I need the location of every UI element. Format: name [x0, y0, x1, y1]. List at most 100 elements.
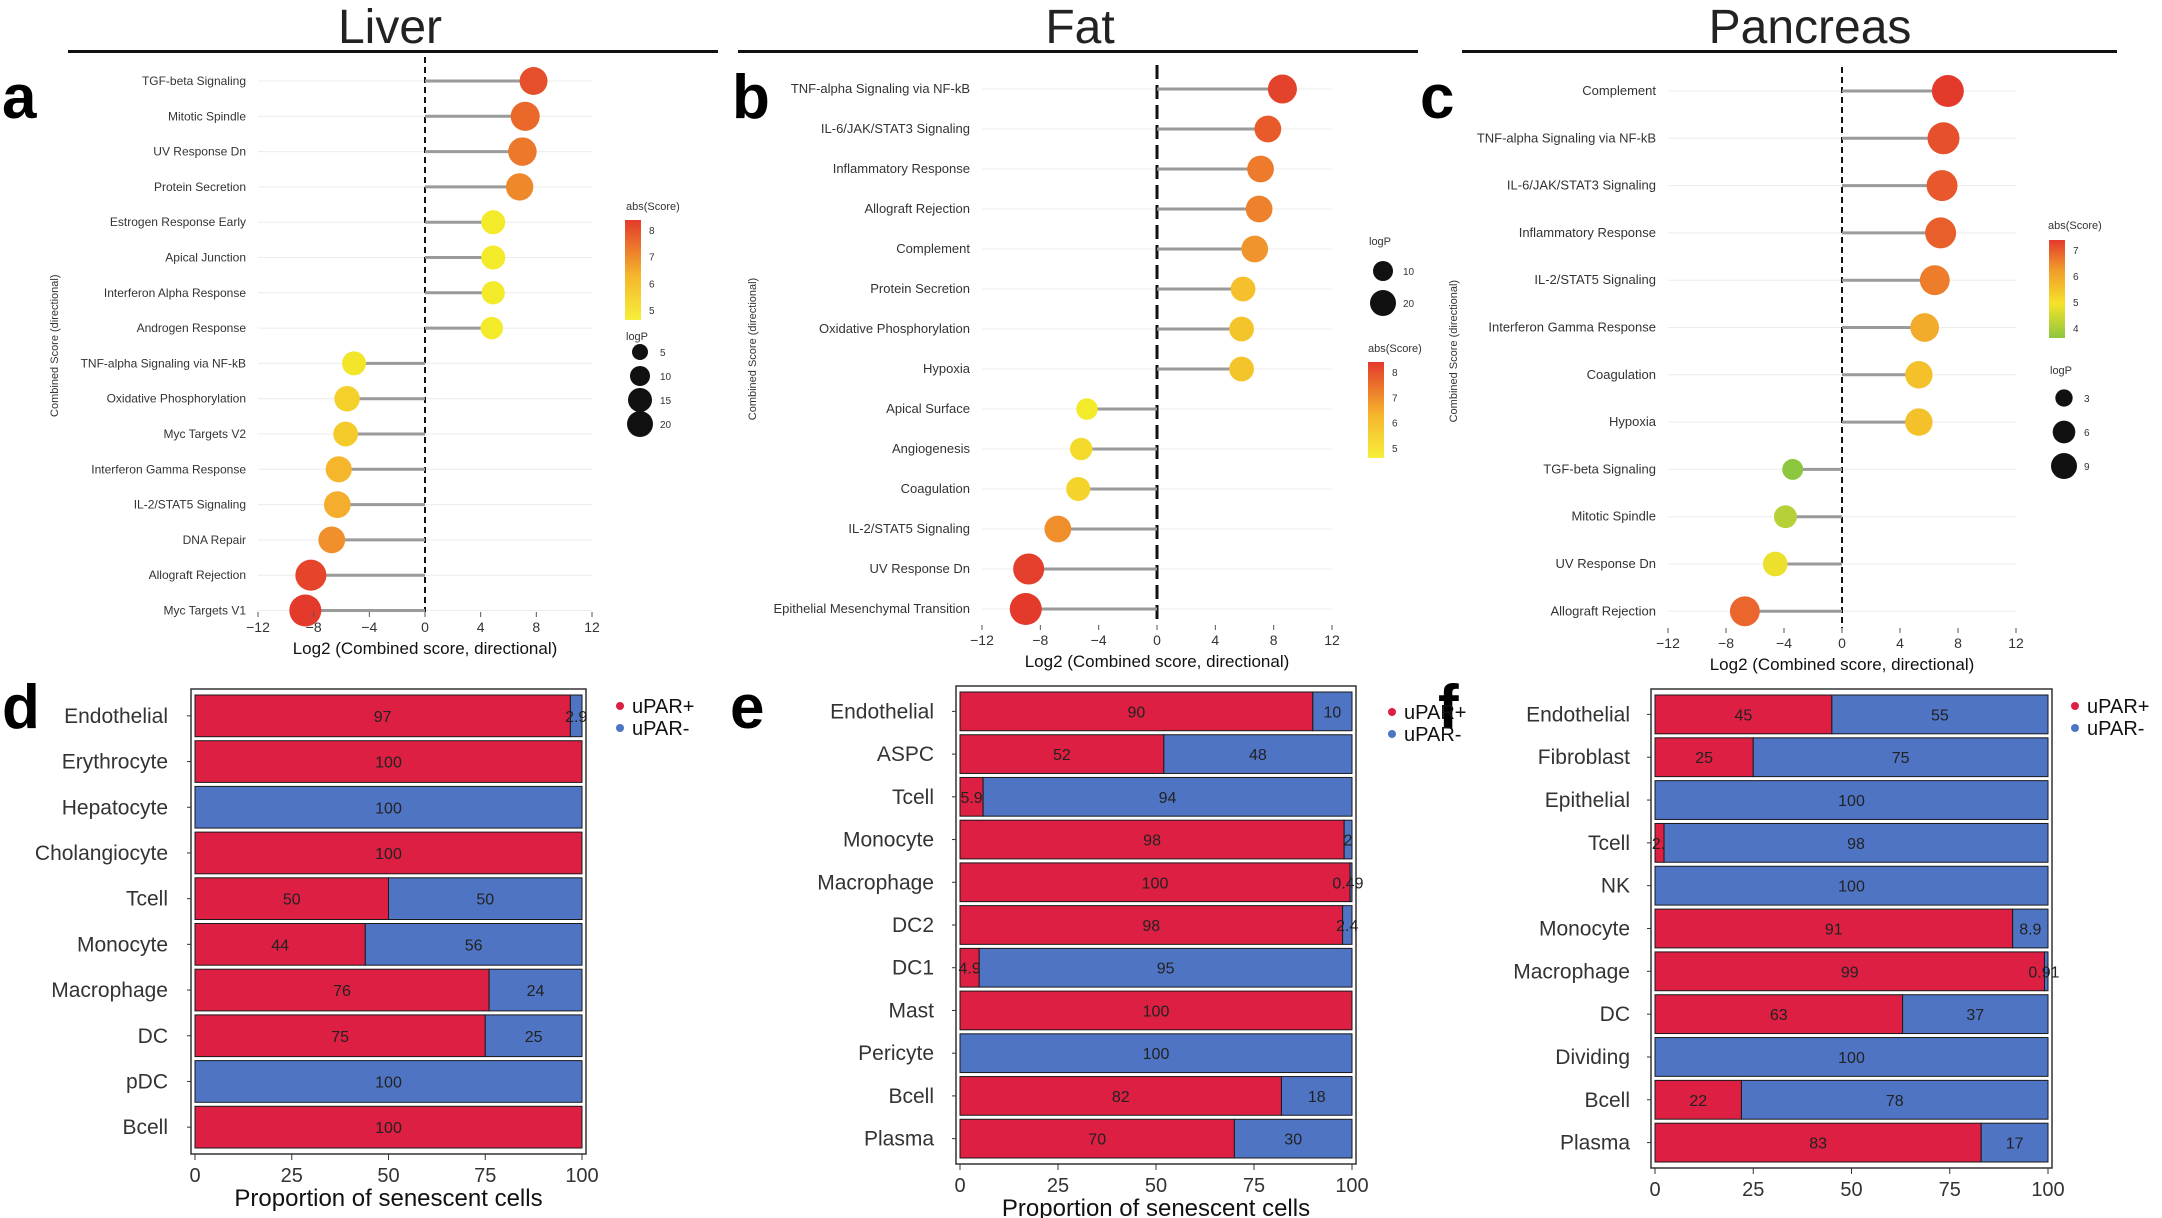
size-legend-dot [632, 344, 648, 360]
legend-swatch [1388, 730, 1396, 738]
panel-label-e: e [730, 673, 765, 742]
lollipop-point [1066, 476, 1091, 502]
bar-value-label: 8.9 [2019, 922, 2041, 939]
bar-value-label: 76 [333, 983, 351, 1000]
bar-value-label: 17 [2006, 1136, 2024, 1153]
category-label: Pericyte [858, 1042, 934, 1065]
category-label: Monocyte [77, 933, 168, 956]
pathway-label: Allograft Rejection [1551, 603, 1657, 618]
score-tick-label: 8 [649, 226, 655, 237]
stacked-bar-upar-pos [194, 740, 583, 783]
pathway-label: UV Response Dn [870, 561, 970, 576]
pathway-label: TNF-alpha Signaling via NF-kB [791, 81, 970, 96]
lollipop-point [1267, 74, 1297, 104]
x-tick-label: −8 [1718, 635, 1734, 651]
category-label: Plasma [864, 1128, 934, 1151]
x-tick-label: 4 [1896, 635, 1904, 651]
size-legend-dot [1373, 261, 1393, 281]
lollipop-point [1910, 313, 1940, 342]
category-label: Endothelial [830, 700, 934, 723]
category-label: NK [1601, 875, 1630, 898]
pathway-label: Coagulation [901, 481, 970, 496]
stacked-bar-upar-neg [1980, 1122, 2049, 1163]
lollipop-point [1013, 553, 1045, 585]
x-tick-label: −4 [1091, 632, 1107, 648]
bar-value-label: 70 [1088, 1132, 1106, 1149]
bar-value-label: 99 [1841, 964, 1859, 981]
x-tick-label: 100 [565, 1165, 598, 1187]
category-label: Erythrocyte [62, 751, 168, 774]
stacked-bar-upar-neg [982, 776, 1353, 817]
x-tick-label: 0 [189, 1165, 200, 1187]
bar-value-label: 100 [1838, 1050, 1865, 1067]
stacked-bar-upar-pos [959, 734, 1165, 774]
pathway-label: UV Response Dn [1556, 556, 1656, 571]
bar-value-label: 100 [375, 1074, 402, 1091]
lollipop-point [481, 210, 506, 235]
stacked-bar-upar-neg [194, 785, 583, 829]
size-legend-label: 20 [660, 420, 672, 431]
x-axis-label: Proportion of senescent cells [234, 1185, 542, 1212]
lollipop-point [481, 281, 505, 305]
category-label: DC [1600, 1003, 1630, 1026]
score-tick-label: 8 [1392, 368, 1398, 379]
legend-label: uPAR- [1404, 724, 1461, 746]
legend-label: uPAR- [2087, 718, 2144, 740]
bar-value-label: 97 [374, 709, 392, 726]
pathway-label: UV Response Dn [153, 145, 246, 159]
lollipop-point [1926, 170, 1958, 202]
x-tick-label: 75 [1939, 1179, 1961, 1201]
x-tick-label: 50 [1840, 1179, 1862, 1201]
legend-swatch [616, 724, 624, 732]
stacked-bar-upar-neg [194, 1060, 583, 1103]
lollipop-point [325, 456, 352, 483]
bar-value-label: 98 [1143, 833, 1161, 850]
x-tick-label: −8 [306, 619, 322, 635]
bar-value-label: 83 [1809, 1136, 1827, 1153]
pathway-label: Allograft Rejection [865, 201, 971, 216]
score-legend-title: abs(Score) [1368, 343, 1422, 355]
lollipop-point [1925, 217, 1957, 249]
bar-value-label: 98 [1142, 918, 1160, 935]
size-legend-dot [1370, 290, 1396, 316]
bar-value-label: 75 [331, 1029, 349, 1046]
category-label: Monocyte [843, 829, 934, 852]
stacked-bar-upar-pos [959, 1076, 1282, 1116]
lollipop-point [1773, 505, 1797, 529]
lollipop-point [510, 101, 540, 131]
stacked-bar-upar-neg [1752, 737, 2049, 778]
x-axis-label: Log2 (Combined score, directional) [293, 639, 558, 658]
x-tick-label: 0 [1649, 1179, 1660, 1201]
x-tick-label: 50 [1145, 1175, 1167, 1197]
size-legend-dot [630, 366, 650, 386]
x-tick-label: 8 [1954, 635, 1962, 651]
size-legend-label: 10 [660, 372, 672, 383]
lollipop-point [295, 559, 327, 591]
size-legend-dot [2055, 389, 2073, 407]
category-label: Epithelial [1545, 789, 1630, 812]
pathway-label: IL-2/STAT5 Signaling [848, 521, 970, 536]
bar-value-label: 100 [375, 800, 402, 817]
score-tick-label: 6 [2073, 272, 2079, 283]
pathway-label: TNF-alpha Signaling via NF-kB [81, 356, 246, 370]
score-tick-label: 5 [2073, 298, 2079, 309]
stacked-bar-upar-neg [1654, 1037, 2049, 1077]
bar-value-label: 100 [1838, 879, 1865, 896]
stacked-bar-upar-neg [1663, 822, 2049, 863]
stacked-bar-upar-pos [194, 968, 490, 1012]
pathway-label: Mitotic Spindle [1571, 509, 1656, 524]
score-colorbar [1368, 362, 1384, 458]
stacked-bar-upar-neg [1349, 862, 1353, 903]
pathway-label: Interferon Alpha Response [104, 286, 246, 300]
x-axis-label: Proportion of senescent cells [1002, 1195, 1310, 1218]
legend-label: uPAR+ [632, 696, 694, 718]
lollipop-point [1241, 235, 1269, 263]
lollipop-point [508, 137, 537, 166]
x-tick-label: 50 [377, 1165, 399, 1187]
lollipop-point [505, 173, 534, 201]
bar-value-label: 2.9 [565, 709, 587, 726]
legend-swatch [1388, 708, 1396, 716]
column-title-fat: Fat [1045, 1, 1115, 54]
legend-swatch [2071, 702, 2079, 710]
bar-value-label: 75 [1892, 750, 1910, 767]
